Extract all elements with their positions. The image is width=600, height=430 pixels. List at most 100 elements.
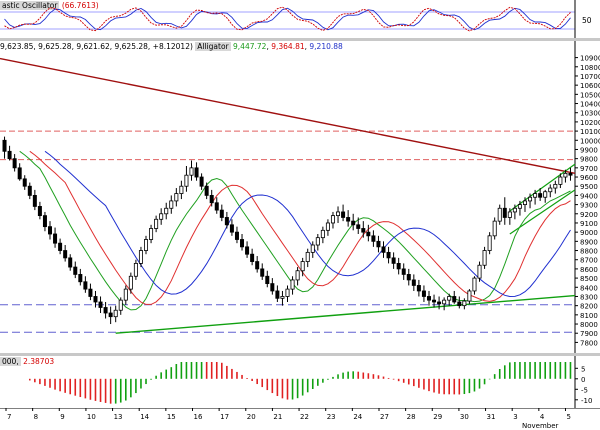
y-tick-label: 8900 bbox=[580, 238, 598, 246]
candle-body bbox=[124, 289, 127, 300]
candle bbox=[468, 289, 471, 304]
candle bbox=[478, 262, 481, 282]
candle-body bbox=[549, 188, 552, 192]
stochastic-pane[interactable]: astic Oscillator (66.7613) 50 bbox=[0, 0, 600, 38]
candle-body bbox=[311, 245, 314, 252]
y-tick-label: 10600 bbox=[580, 82, 600, 90]
y-tick-label: 10400 bbox=[580, 101, 600, 109]
candle-body bbox=[528, 197, 531, 201]
y-tick-label: 8200 bbox=[580, 303, 598, 311]
ao-tick-label: 0 bbox=[581, 376, 585, 384]
candle bbox=[503, 197, 506, 225]
x-tick-label: 29 bbox=[433, 413, 442, 421]
candle-body bbox=[155, 219, 158, 228]
candle-body bbox=[301, 262, 304, 271]
resistance-trendline bbox=[0, 59, 575, 174]
candle bbox=[119, 297, 122, 314]
candle-body bbox=[200, 177, 203, 186]
ao-tick-label: 5 bbox=[581, 365, 585, 373]
candle bbox=[245, 241, 248, 258]
y-tick-label: 8100 bbox=[580, 312, 598, 320]
candle-body bbox=[483, 251, 486, 266]
candle bbox=[185, 166, 188, 192]
candle bbox=[498, 205, 501, 225]
candle-body bbox=[448, 296, 451, 300]
candle-body bbox=[503, 208, 506, 217]
candle bbox=[488, 232, 491, 254]
y-tick-label: 10200 bbox=[580, 119, 600, 127]
candle-body bbox=[347, 217, 350, 221]
candle bbox=[256, 256, 259, 273]
candle-body bbox=[458, 302, 461, 306]
x-tick-label: 7 bbox=[7, 413, 11, 421]
candle bbox=[48, 221, 51, 239]
candle bbox=[341, 205, 344, 222]
candle bbox=[402, 263, 405, 280]
candle bbox=[23, 175, 26, 190]
candle-body bbox=[407, 274, 410, 280]
candle bbox=[417, 280, 420, 297]
y-tick-label: 7800 bbox=[580, 339, 598, 347]
candle-body bbox=[64, 251, 67, 258]
candle-body bbox=[74, 267, 77, 274]
candle bbox=[89, 284, 92, 301]
candle-body bbox=[235, 232, 238, 239]
candle-body bbox=[240, 240, 243, 247]
ao-tick-label: -10 bbox=[581, 397, 592, 405]
support-trendline bbox=[116, 296, 575, 334]
candle bbox=[79, 269, 82, 286]
candle-body bbox=[564, 173, 567, 177]
candle bbox=[104, 302, 107, 319]
candle bbox=[220, 205, 223, 222]
candle-body bbox=[271, 284, 274, 291]
candle bbox=[286, 285, 289, 302]
y-tick-label: 9700 bbox=[580, 165, 598, 173]
candle bbox=[205, 183, 208, 200]
y-tick-label: 9100 bbox=[580, 220, 598, 228]
candle bbox=[569, 168, 572, 181]
x-tick-label: 10 bbox=[87, 413, 96, 421]
candle-body bbox=[139, 251, 142, 264]
candle bbox=[99, 296, 102, 313]
candle-body bbox=[341, 212, 344, 218]
candle bbox=[124, 285, 127, 304]
candle-body bbox=[8, 151, 11, 158]
candle-body bbox=[256, 262, 259, 269]
x-tick-label: 30 bbox=[460, 413, 469, 421]
candle bbox=[266, 271, 269, 288]
candle bbox=[306, 249, 309, 267]
candle-body bbox=[99, 302, 102, 308]
candle-body bbox=[432, 300, 435, 302]
candle bbox=[210, 190, 213, 207]
candle bbox=[458, 296, 461, 308]
candle-body bbox=[3, 140, 6, 151]
candle bbox=[114, 306, 117, 323]
candle-body bbox=[569, 173, 572, 175]
candle bbox=[190, 160, 193, 180]
candle-body bbox=[377, 241, 380, 247]
x-tick-label: 23 bbox=[327, 413, 336, 421]
x-tick-label: 3 bbox=[513, 413, 517, 421]
y-tick-label: 8700 bbox=[580, 257, 598, 265]
x-tick-label: 13 bbox=[114, 413, 123, 421]
candle-body bbox=[59, 243, 62, 250]
y-tick-label: 8800 bbox=[580, 248, 598, 256]
y-tick-label: 10100 bbox=[580, 128, 600, 136]
x-tick-label: 4 bbox=[540, 413, 545, 421]
candle bbox=[235, 227, 238, 244]
price-pane[interactable]: 9,623.85, 9,625.28, 9,621.62, 9,625.28, … bbox=[0, 41, 600, 353]
y-tick-label: 9800 bbox=[580, 156, 598, 164]
x-month-label: November bbox=[522, 422, 559, 430]
y-tick-label: 8300 bbox=[580, 293, 598, 301]
y-tick-label: 10700 bbox=[580, 73, 600, 81]
candle bbox=[200, 173, 203, 190]
candle bbox=[427, 291, 430, 306]
candle-body bbox=[488, 236, 491, 251]
candle bbox=[473, 276, 476, 294]
candle bbox=[3, 137, 6, 159]
candle-body bbox=[114, 310, 117, 316]
ao-pane[interactable]: 000, 2.38703 5 0 -5 -10 bbox=[0, 356, 600, 408]
candle bbox=[59, 239, 62, 255]
candle bbox=[230, 219, 233, 236]
candle-body bbox=[251, 254, 254, 261]
